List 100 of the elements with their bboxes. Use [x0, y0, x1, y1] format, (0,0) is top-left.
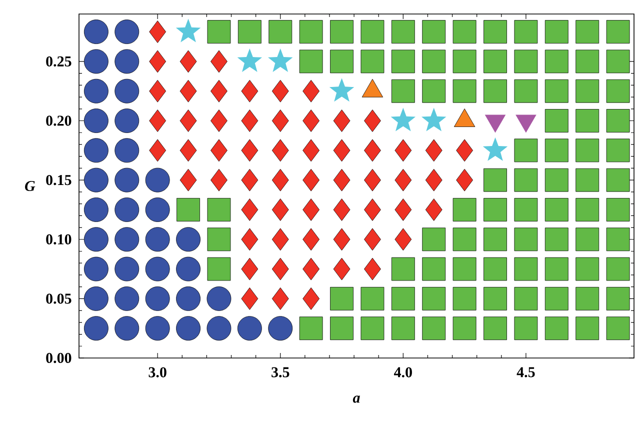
point [394, 198, 412, 221]
y-axis-title: G [25, 180, 36, 192]
point [302, 228, 320, 251]
point [84, 316, 108, 341]
point [272, 80, 289, 102]
point [114, 227, 140, 252]
y-tick-label: 0.10 [46, 234, 72, 244]
point [114, 256, 140, 282]
point [241, 287, 258, 310]
point [302, 168, 320, 192]
point [333, 139, 350, 162]
point [149, 20, 166, 43]
point [302, 287, 320, 310]
point [84, 256, 108, 282]
point [302, 258, 320, 280]
point [176, 256, 200, 282]
point [272, 198, 289, 221]
point [114, 168, 140, 192]
point [421, 108, 446, 132]
point [149, 110, 166, 132]
point [241, 198, 258, 221]
point [394, 139, 412, 162]
point [210, 168, 228, 192]
point [210, 110, 228, 132]
point [272, 168, 289, 192]
point [333, 198, 350, 221]
point [425, 168, 442, 192]
point [302, 80, 320, 102]
point [114, 78, 140, 104]
point [456, 168, 474, 192]
point [206, 316, 232, 341]
y-tick-label: 0.00 [46, 352, 72, 364]
point [241, 80, 258, 102]
point [364, 198, 381, 221]
point [114, 108, 140, 133]
point [210, 80, 228, 102]
point [302, 110, 320, 132]
point [176, 227, 200, 252]
point [268, 316, 293, 341]
point [84, 108, 108, 133]
point [364, 228, 381, 251]
point [272, 258, 289, 280]
point [456, 139, 474, 162]
point [333, 228, 350, 251]
y-tick-label: 0.25 [46, 56, 72, 67]
point [206, 286, 232, 311]
point [272, 228, 289, 251]
point [180, 80, 197, 102]
point [390, 108, 416, 132]
point [302, 139, 320, 162]
point [364, 139, 381, 162]
point [176, 286, 200, 311]
point [145, 256, 170, 282]
point [84, 49, 108, 74]
point [241, 139, 258, 162]
point [84, 20, 108, 44]
point [114, 286, 140, 311]
point [241, 168, 258, 192]
point [84, 286, 108, 311]
point [241, 228, 258, 251]
x-tick-label: 4.0 [394, 367, 412, 378]
point [114, 49, 140, 74]
point [180, 50, 197, 73]
point [333, 110, 350, 132]
point [237, 48, 262, 72]
point [145, 227, 170, 252]
point [84, 78, 108, 104]
point [302, 198, 320, 221]
point [364, 110, 381, 132]
point [84, 168, 108, 192]
point [364, 258, 381, 280]
point [149, 139, 166, 162]
y-tick-label: 0.20 [46, 116, 72, 126]
point [394, 228, 412, 251]
x-tick-label: 3.5 [272, 367, 290, 378]
point [482, 137, 508, 161]
point [84, 198, 108, 222]
point [210, 139, 228, 162]
point [180, 110, 197, 132]
point [145, 286, 170, 311]
point [145, 198, 170, 222]
point [268, 48, 293, 72]
point [145, 316, 170, 341]
point [272, 110, 289, 132]
point [394, 168, 412, 192]
point [329, 78, 354, 102]
x-tick-label: 4.5 [516, 367, 535, 378]
point [145, 168, 170, 192]
point [272, 139, 289, 162]
point [210, 50, 228, 73]
point [241, 258, 258, 280]
point [241, 110, 258, 132]
point [333, 168, 350, 192]
point [149, 50, 166, 73]
point [114, 138, 140, 163]
point [333, 258, 350, 280]
point [237, 316, 262, 341]
point [364, 168, 381, 192]
point [114, 316, 140, 341]
y-tick-label: 0.15 [46, 174, 72, 186]
